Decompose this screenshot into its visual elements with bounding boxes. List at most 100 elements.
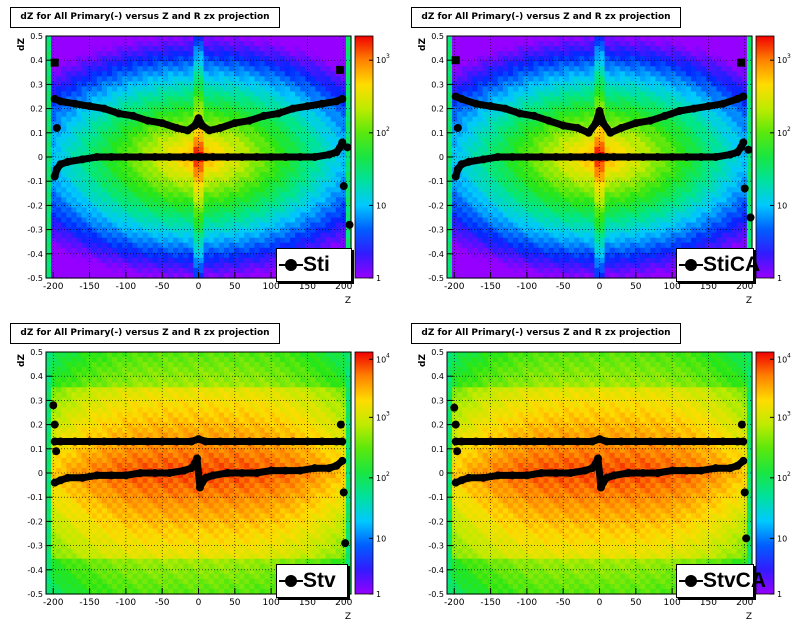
heatmap-cell: [482, 61, 489, 67]
heatmap-cell: [173, 41, 179, 47]
heatmap-cell: [538, 257, 545, 264]
heatmap-cell: [452, 86, 458, 93]
heatmap-cell: [330, 111, 337, 118]
heatmap-cell: [188, 202, 195, 209]
heatmap-cell: [244, 247, 250, 254]
heatmap-cell: [487, 91, 494, 98]
heatmap-cell: [518, 96, 524, 103]
heatmap-cell: [543, 86, 550, 93]
data-point: [267, 153, 276, 161]
heatmap-cell: [487, 202, 494, 209]
heatmap-cell: [619, 247, 626, 254]
heatmap-cell: [234, 76, 240, 82]
heatmap-cell: [320, 146, 327, 153]
heatmap-cell: [234, 126, 240, 133]
heatmap-cell: [269, 192, 276, 198]
heatmap-cell: [310, 61, 317, 67]
heatmap-cell: [152, 111, 159, 118]
heatmap-cell: [107, 86, 113, 93]
data-point: [172, 123, 181, 132]
heatmap-cell: [81, 116, 88, 123]
heatmap-cell: [305, 242, 311, 249]
heatmap-cell: [234, 242, 240, 249]
heatmap-cell: [162, 101, 169, 108]
heatmap-cell: [497, 36, 504, 42]
heatmap-cell: [127, 126, 134, 133]
heatmap-cell: [76, 232, 83, 239]
heatmap-cell: [218, 101, 225, 108]
heatmap-cell: [290, 197, 296, 203]
heatmap-cell: [107, 36, 113, 42]
heatmap-cell: [295, 136, 301, 143]
heatmap-cell: [203, 197, 210, 203]
heatmap-cell: [614, 232, 621, 239]
heatmap-cell: [543, 111, 550, 118]
heatmap-cell: [117, 136, 123, 143]
heatmap-cell: [112, 61, 118, 67]
heatmap-cell: [508, 227, 514, 234]
heatmap-cell: [502, 187, 509, 193]
heatmap-cell: [594, 227, 601, 234]
heatmap-cell: [508, 86, 514, 93]
heatmap-cell: [502, 111, 509, 118]
heatmap-cell: [279, 76, 286, 82]
heatmap-cell: [81, 56, 88, 62]
heatmap-cell: [61, 242, 67, 249]
heatmap-cell: [457, 91, 463, 98]
heatmap-cell: [482, 212, 489, 219]
heatmap-cell: [81, 131, 88, 138]
heatmap-cell: [315, 96, 322, 103]
heatmap-cell: [467, 41, 474, 47]
heatmap-cell: [107, 162, 113, 168]
heatmap-cell: [604, 187, 611, 193]
heatmap-cell: [96, 41, 103, 47]
heatmap-cell: [223, 46, 230, 52]
heatmap-cell: [254, 212, 261, 219]
heatmap-cell: [147, 106, 154, 113]
heatmap-cell: [295, 61, 301, 67]
heatmap-cell: [284, 212, 291, 219]
heatmap-cell: [624, 257, 631, 264]
heatmap-cell: [635, 61, 641, 67]
heatmap-cell: [76, 71, 83, 77]
heatmap-cell: [635, 91, 641, 98]
heatmap-cell: [457, 116, 463, 123]
heatmap-cell: [249, 162, 256, 168]
heatmap-cell: [340, 187, 347, 193]
heatmap-cell: [558, 272, 565, 279]
heatmap-cell: [157, 141, 164, 148]
heatmap-cell: [61, 136, 67, 143]
heatmap-cell: [645, 126, 651, 133]
heatmap-cell: [254, 91, 261, 98]
heatmap-cell: [188, 177, 195, 183]
heatmap-cell: [86, 121, 93, 128]
heatmap-cell: [645, 197, 651, 203]
heatmap-cell: [290, 242, 296, 249]
heatmap-cell: [71, 56, 78, 62]
heatmap-cell: [462, 121, 468, 128]
heatmap-cell: [284, 66, 291, 72]
heatmap-cell: [173, 182, 179, 188]
heatmap-cell: [650, 262, 657, 269]
heatmap-cell: [229, 222, 235, 229]
heatmap-cell: [563, 172, 570, 178]
heatmap-cell: [609, 96, 616, 103]
heatmap-cell: [523, 267, 529, 274]
heatmap-cell: [137, 146, 144, 153]
heatmap-cell: [558, 222, 565, 229]
heatmap-cell: [178, 267, 184, 274]
heatmap-cell: [513, 257, 519, 264]
heatmap-cell: [594, 41, 601, 47]
heatmap-cell: [152, 172, 159, 178]
heatmap-cell: [152, 71, 159, 77]
heatmap-cell: [630, 257, 636, 264]
heatmap-cell: [502, 207, 509, 214]
heatmap-cell: [208, 46, 215, 52]
heatmap-cell: [229, 217, 235, 224]
heatmap-cell: [497, 91, 504, 98]
heatmap-cell: [239, 136, 245, 143]
heatmap-cell: [502, 141, 509, 148]
heatmap-cell: [127, 116, 134, 123]
heatmap-cell: [86, 56, 93, 62]
heatmap-cell: [589, 111, 596, 118]
